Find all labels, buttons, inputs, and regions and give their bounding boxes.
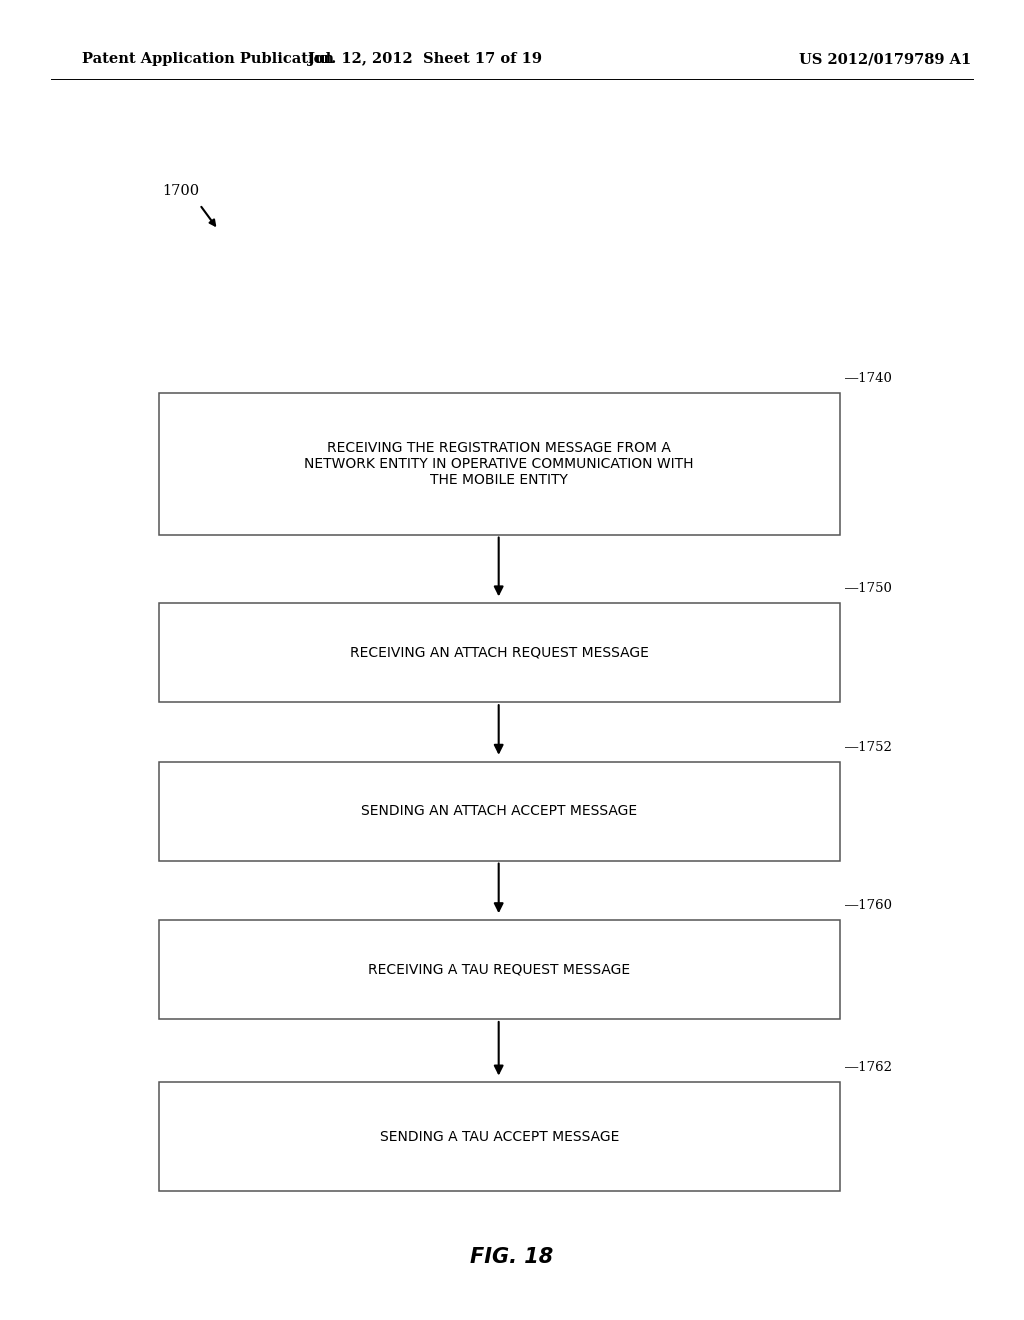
FancyBboxPatch shape — [159, 920, 840, 1019]
Text: ―1752: ―1752 — [845, 741, 892, 754]
FancyBboxPatch shape — [159, 762, 840, 861]
Text: Patent Application Publication: Patent Application Publication — [82, 53, 334, 66]
FancyBboxPatch shape — [159, 393, 840, 535]
Text: SENDING A TAU ACCEPT MESSAGE: SENDING A TAU ACCEPT MESSAGE — [380, 1130, 618, 1143]
Text: Jul. 12, 2012  Sheet 17 of 19: Jul. 12, 2012 Sheet 17 of 19 — [308, 53, 542, 66]
Text: ―1760: ―1760 — [845, 899, 892, 912]
Text: ―1750: ―1750 — [845, 582, 892, 595]
FancyBboxPatch shape — [159, 1082, 840, 1191]
Text: 1700: 1700 — [162, 185, 199, 198]
Text: RECEIVING A TAU REQUEST MESSAGE: RECEIVING A TAU REQUEST MESSAGE — [369, 962, 630, 977]
FancyBboxPatch shape — [159, 603, 840, 702]
Text: ―1740: ―1740 — [845, 372, 892, 385]
Text: ―1762: ―1762 — [845, 1061, 892, 1074]
Text: SENDING AN ATTACH ACCEPT MESSAGE: SENDING AN ATTACH ACCEPT MESSAGE — [361, 804, 637, 818]
Text: RECEIVING AN ATTACH REQUEST MESSAGE: RECEIVING AN ATTACH REQUEST MESSAGE — [350, 645, 648, 660]
Text: RECEIVING THE REGISTRATION MESSAGE FROM A
NETWORK ENTITY IN OPERATIVE COMMUNICAT: RECEIVING THE REGISTRATION MESSAGE FROM … — [304, 441, 694, 487]
Text: FIG. 18: FIG. 18 — [470, 1246, 554, 1267]
Text: US 2012/0179789 A1: US 2012/0179789 A1 — [799, 53, 971, 66]
